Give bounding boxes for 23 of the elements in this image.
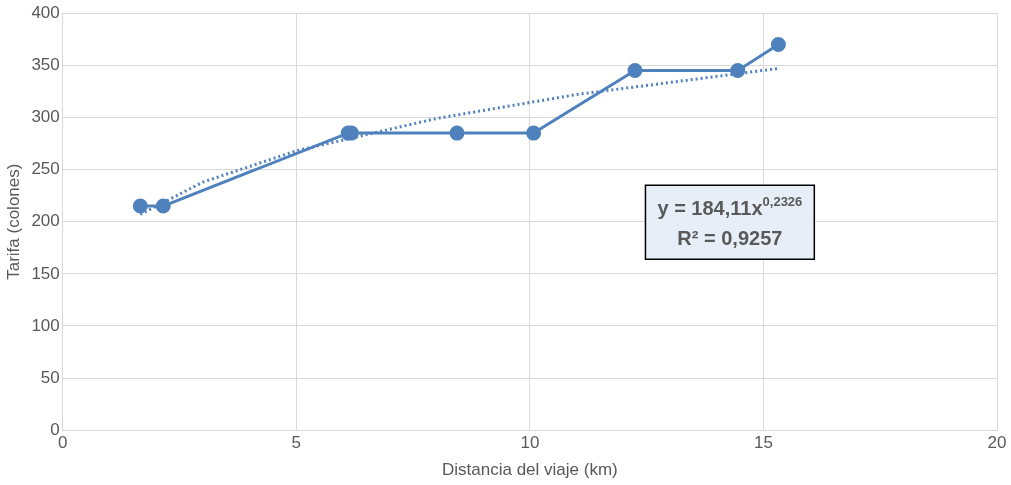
y-tick-label: 400 xyxy=(31,2,60,22)
point xyxy=(526,125,542,141)
y-tick-label: 150 xyxy=(31,263,60,283)
y-tick-label: 250 xyxy=(31,159,60,179)
point xyxy=(770,36,786,52)
x-tick-label: 20 xyxy=(987,433,1007,453)
y-tick-label: 200 xyxy=(31,211,60,231)
x-tick-label: 15 xyxy=(753,433,773,453)
y-tick-label: 0 xyxy=(50,419,60,439)
point xyxy=(627,63,643,79)
y-tick-label: 50 xyxy=(40,367,60,387)
point xyxy=(730,63,746,79)
x-tick-label: 10 xyxy=(520,433,540,453)
point xyxy=(132,198,148,214)
y-axis-title: Tarifa (colones) xyxy=(3,163,23,280)
point xyxy=(155,198,171,214)
annotation: R² = 0,9257 xyxy=(677,227,783,250)
y-tick-label: 350 xyxy=(31,55,60,75)
x-axis-title: Distancia del viaje (km) xyxy=(442,460,618,480)
point xyxy=(449,125,465,141)
y-tick-label: 300 xyxy=(31,107,60,127)
x-tick-label: 5 xyxy=(291,433,302,453)
y-tick-label: 100 xyxy=(31,315,60,335)
